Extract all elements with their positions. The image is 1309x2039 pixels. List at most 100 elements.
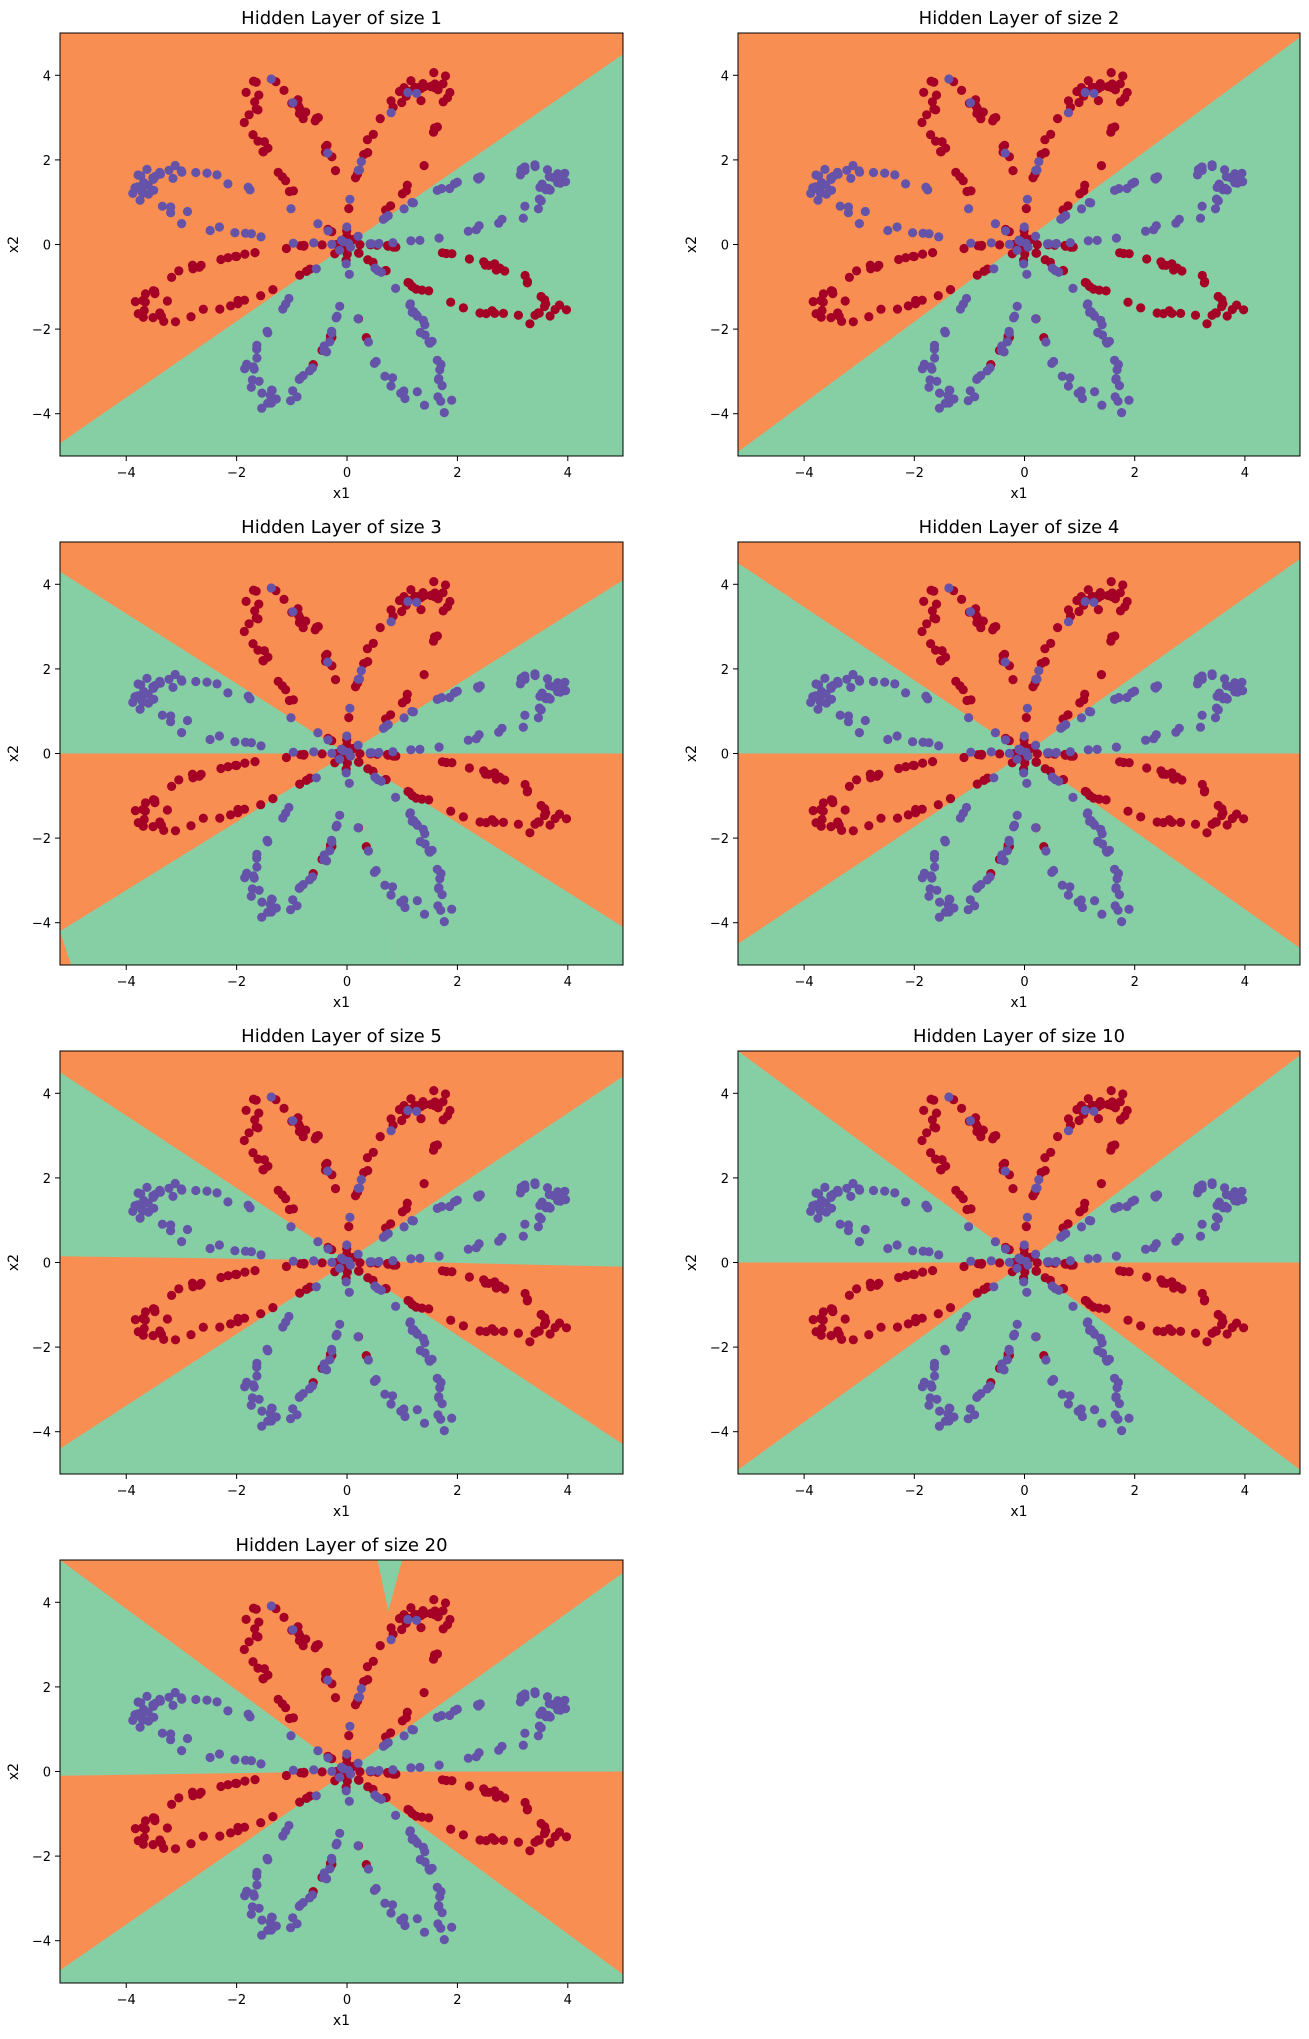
point-class1 xyxy=(1117,917,1127,927)
point-class0 xyxy=(215,304,225,314)
point-class1 xyxy=(373,266,383,276)
point-class1 xyxy=(323,1675,333,1685)
point-class0 xyxy=(130,1824,140,1834)
point-class0 xyxy=(458,303,468,313)
point-class1 xyxy=(267,1403,277,1413)
point-class0 xyxy=(296,1259,306,1269)
point-class1 xyxy=(336,744,346,754)
y-axis-label: x2 xyxy=(684,745,700,762)
point-class1 xyxy=(1230,687,1240,697)
point-class1 xyxy=(1212,182,1222,192)
x-tick-label: −2 xyxy=(905,466,924,481)
point-class0 xyxy=(498,1326,508,1336)
point-class0 xyxy=(937,1155,947,1165)
point-class0 xyxy=(167,1290,177,1300)
plot-area xyxy=(60,542,623,965)
point-class0 xyxy=(244,1637,254,1647)
point-class1 xyxy=(335,754,345,764)
point-class1 xyxy=(1019,731,1029,741)
point-class1 xyxy=(545,694,555,704)
point-class0 xyxy=(1118,71,1128,81)
point-class0 xyxy=(330,1184,341,1194)
point-class1 xyxy=(982,875,992,885)
point-class1 xyxy=(908,1246,918,1256)
point-class1 xyxy=(164,1692,174,1702)
point-class1 xyxy=(1012,245,1022,255)
point-class0 xyxy=(917,626,927,637)
point-class0 xyxy=(1083,585,1093,595)
point-class1 xyxy=(323,735,333,745)
point-class0 xyxy=(432,631,442,641)
point-class0 xyxy=(827,1304,838,1314)
point-class0 xyxy=(254,1108,264,1118)
point-class1 xyxy=(1014,1253,1024,1263)
y-tick-label: −2 xyxy=(710,323,729,338)
point-class1 xyxy=(890,170,900,180)
point-class1 xyxy=(1149,1243,1159,1253)
point-class1 xyxy=(1012,810,1022,820)
point-class1 xyxy=(535,691,545,702)
point-class1 xyxy=(133,1188,143,1198)
point-class1 xyxy=(1151,683,1161,693)
point-class0 xyxy=(918,1267,928,1277)
point-class1 xyxy=(327,1344,337,1354)
point-class0 xyxy=(198,1831,208,1841)
point-class1 xyxy=(1057,371,1067,381)
point-class0 xyxy=(840,296,850,306)
region-class1 xyxy=(738,1262,1300,1474)
point-class1 xyxy=(356,1684,366,1694)
point-class1 xyxy=(433,1919,443,1929)
point-class1 xyxy=(363,1355,373,1365)
point-class1 xyxy=(288,1404,298,1414)
point-class0 xyxy=(226,810,236,820)
point-class0 xyxy=(406,1603,416,1613)
point-class1 xyxy=(327,326,337,336)
point-class1 xyxy=(553,1196,563,1206)
x-tick-label: 4 xyxy=(564,466,572,481)
point-class1 xyxy=(425,1865,435,1875)
point-class1 xyxy=(996,855,1006,865)
point-class0 xyxy=(837,316,847,326)
point-class0 xyxy=(150,1304,160,1314)
point-class0 xyxy=(1119,1266,1129,1277)
point-class0 xyxy=(972,779,982,789)
point-class0 xyxy=(174,775,184,785)
point-class0 xyxy=(972,270,982,280)
point-class0 xyxy=(240,1267,250,1277)
point-class0 xyxy=(816,1330,826,1340)
point-class0 xyxy=(130,297,140,307)
point-class0 xyxy=(250,1624,260,1634)
point-class1 xyxy=(1122,183,1132,194)
point-class0 xyxy=(872,262,882,272)
point-class1 xyxy=(1031,1332,1041,1342)
plot-area xyxy=(60,33,623,456)
point-class0 xyxy=(1079,186,1089,196)
point-class0 xyxy=(1093,605,1103,615)
point-class0 xyxy=(929,77,939,87)
point-class0 xyxy=(244,110,254,120)
point-class0 xyxy=(1106,577,1116,587)
point-class1 xyxy=(1004,835,1014,845)
point-class1 xyxy=(1014,235,1024,245)
point-class1 xyxy=(1065,373,1075,383)
point-class0 xyxy=(534,1835,544,1845)
point-class1 xyxy=(295,882,305,892)
point-class1 xyxy=(406,236,416,246)
point-class0 xyxy=(892,813,903,823)
point-class1 xyxy=(1110,694,1120,705)
point-class0 xyxy=(223,253,233,263)
point-class1 xyxy=(1122,1201,1132,1212)
point-class1 xyxy=(545,1203,555,1213)
point-class1 xyxy=(855,1185,865,1195)
point-class1 xyxy=(323,226,333,236)
point-class0 xyxy=(1040,644,1050,654)
point-class1 xyxy=(266,907,276,917)
point-class0 xyxy=(170,317,181,327)
point-class1 xyxy=(177,676,187,686)
point-class0 xyxy=(903,1319,913,1329)
point-class0 xyxy=(230,251,240,261)
point-class1 xyxy=(295,1900,305,1910)
point-class0 xyxy=(138,1839,148,1849)
point-class0 xyxy=(458,812,468,822)
